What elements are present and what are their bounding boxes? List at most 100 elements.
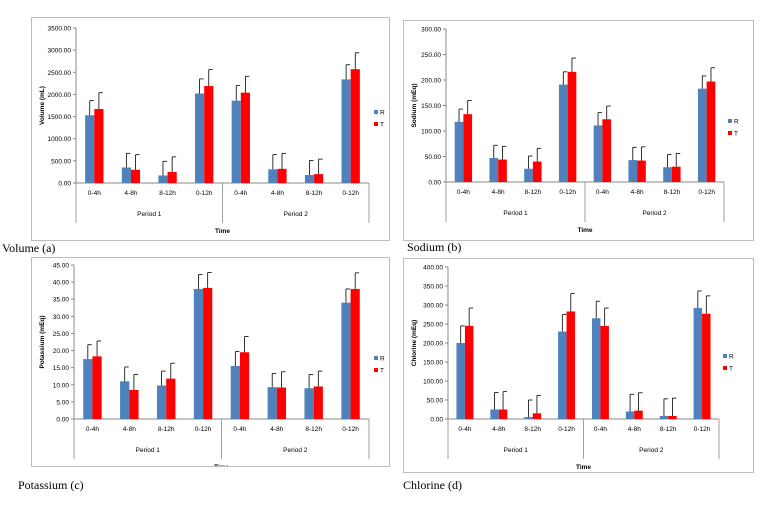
category-label: 0-4h xyxy=(86,426,99,433)
legend-label-T: T xyxy=(729,366,733,373)
bar-R-6 xyxy=(663,167,672,182)
legend-label-R: R xyxy=(734,119,739,126)
bar-T-5 xyxy=(634,410,643,419)
y-tick-label: 0.00 xyxy=(58,181,71,188)
bar-R-2 xyxy=(524,417,533,419)
y-tick-label: 0.00 xyxy=(430,417,443,424)
x-axis-label: Time xyxy=(214,464,229,466)
legend-swatch-T xyxy=(374,368,378,372)
y-tick-label: 400.00 xyxy=(423,265,443,272)
category-label: 8-12h xyxy=(158,426,175,433)
bar-T-0 xyxy=(94,109,104,183)
bar-T-7 xyxy=(350,69,360,183)
category-label: 0-4h xyxy=(594,426,607,433)
category-label: 0-12h xyxy=(196,190,213,197)
legend-label-R: R xyxy=(380,110,385,117)
bar-T-4 xyxy=(239,352,250,419)
y-tick-label: 0.00 xyxy=(56,417,69,424)
y-tick-label: 50.00 xyxy=(425,154,442,161)
bar-R-6 xyxy=(304,388,314,419)
bar-R-0 xyxy=(83,359,93,419)
y-tick-label: 300.00 xyxy=(423,303,443,310)
category-label: 4-8h xyxy=(628,426,641,433)
bar-T-6 xyxy=(668,415,677,419)
category-label: 4-8h xyxy=(270,426,283,433)
bar-R-3 xyxy=(558,84,568,182)
category-label: 8-12h xyxy=(525,189,542,196)
category-label: 0-12h xyxy=(559,189,576,196)
group-label: Period 2 xyxy=(639,447,664,454)
group-label: Period 2 xyxy=(283,447,308,454)
caption-potassium: Potassium (c) xyxy=(18,478,84,492)
bar-T-4 xyxy=(600,325,609,419)
bar-T-2 xyxy=(532,161,542,182)
bar-R-5 xyxy=(267,387,277,419)
category-label: 8-12h xyxy=(306,190,323,197)
bar-R-2 xyxy=(158,175,168,183)
potassium-chart: 0.00 5.00 10.00 15.00 20.00 25.00 30.00 35.00 40… xyxy=(39,263,385,467)
y-tick-label: 200.00 xyxy=(423,341,443,348)
bar-R-4 xyxy=(231,100,241,183)
potassium-chart-panel: 0.00 5.00 10.00 15.00 20.00 25.00 30.00 35.00 40… xyxy=(31,257,390,467)
group-label: Period 2 xyxy=(284,211,309,218)
y-tick-label: 50.00 xyxy=(427,398,444,405)
bar-R-1 xyxy=(121,167,131,183)
y-tick-label: 100.00 xyxy=(423,379,443,386)
y-tick-label: 15.00 xyxy=(53,365,70,372)
y-tick-label: 45.00 xyxy=(53,263,70,270)
category-label: 0-4h xyxy=(458,426,471,433)
legend-label-R: R xyxy=(380,356,385,363)
legend-swatch-T xyxy=(374,122,378,126)
category-label: 4-8h xyxy=(123,426,136,433)
y-axis-label: Potassium (mEq) xyxy=(39,315,46,368)
y-tick-label: 150.00 xyxy=(423,360,443,367)
bar-R-1 xyxy=(490,409,499,419)
y-tick-label: 500.00 xyxy=(51,158,71,165)
x-axis-label: Time xyxy=(215,228,230,235)
y-axis-label: Volume (mL) xyxy=(39,86,46,125)
bar-T-2 xyxy=(166,378,176,419)
group-label: Period 1 xyxy=(136,447,161,454)
bar-T-6 xyxy=(671,166,681,182)
category-label: 8-12h xyxy=(159,190,176,197)
bar-T-4 xyxy=(240,92,250,183)
y-tick-label: 1000.00 xyxy=(48,136,72,143)
legend-swatch-R xyxy=(374,110,378,114)
bar-T-1 xyxy=(498,409,508,419)
y-tick-label: 200.00 xyxy=(421,78,441,85)
bar-R-7 xyxy=(693,308,703,419)
bar-R-5 xyxy=(628,160,638,182)
legend-swatch-T xyxy=(728,131,732,135)
bar-T-0 xyxy=(92,356,102,419)
y-tick-label: 20.00 xyxy=(53,348,70,355)
volume-chart: 0.00 500.00 1000.00 1500.00 2000.00 2500.00 30… xyxy=(39,26,385,236)
category-label: 0-4h xyxy=(88,190,101,197)
legend-swatch-R xyxy=(374,356,378,360)
y-tick-label: 2500.00 xyxy=(48,70,72,77)
group-label: Period 1 xyxy=(503,210,528,217)
legend-swatch-T xyxy=(723,366,727,370)
y-tick-label: 3000.00 xyxy=(48,48,72,55)
bar-T-6 xyxy=(314,174,324,183)
bar-R-3 xyxy=(193,288,204,419)
bar-R-6 xyxy=(659,415,669,419)
category-label: 8-12h xyxy=(524,426,541,433)
bar-T-3 xyxy=(203,287,213,419)
y-tick-label: 10.00 xyxy=(53,382,70,389)
y-tick-label: 0.00 xyxy=(428,180,441,187)
bar-T-5 xyxy=(277,168,287,183)
bar-R-4 xyxy=(230,365,240,419)
category-label: 0-4h xyxy=(596,189,609,196)
category-label: 4-8h xyxy=(631,189,644,196)
chlorine-chart-panel: 0.00 50.00 100.00 150.00 200.00 250.00 300.00 3… xyxy=(403,258,754,473)
category-label: 8-12h xyxy=(664,189,681,196)
x-axis-label: Time xyxy=(576,464,591,471)
bar-T-7 xyxy=(702,313,711,419)
bar-T-3 xyxy=(204,86,214,183)
category-label: 0-4h xyxy=(457,189,470,196)
legend-label-R: R xyxy=(729,354,734,361)
category-label: 8-12h xyxy=(660,426,677,433)
y-tick-label: 25.00 xyxy=(53,331,70,338)
y-tick-label: 350.00 xyxy=(423,284,443,291)
y-tick-label: 35.00 xyxy=(53,297,70,304)
